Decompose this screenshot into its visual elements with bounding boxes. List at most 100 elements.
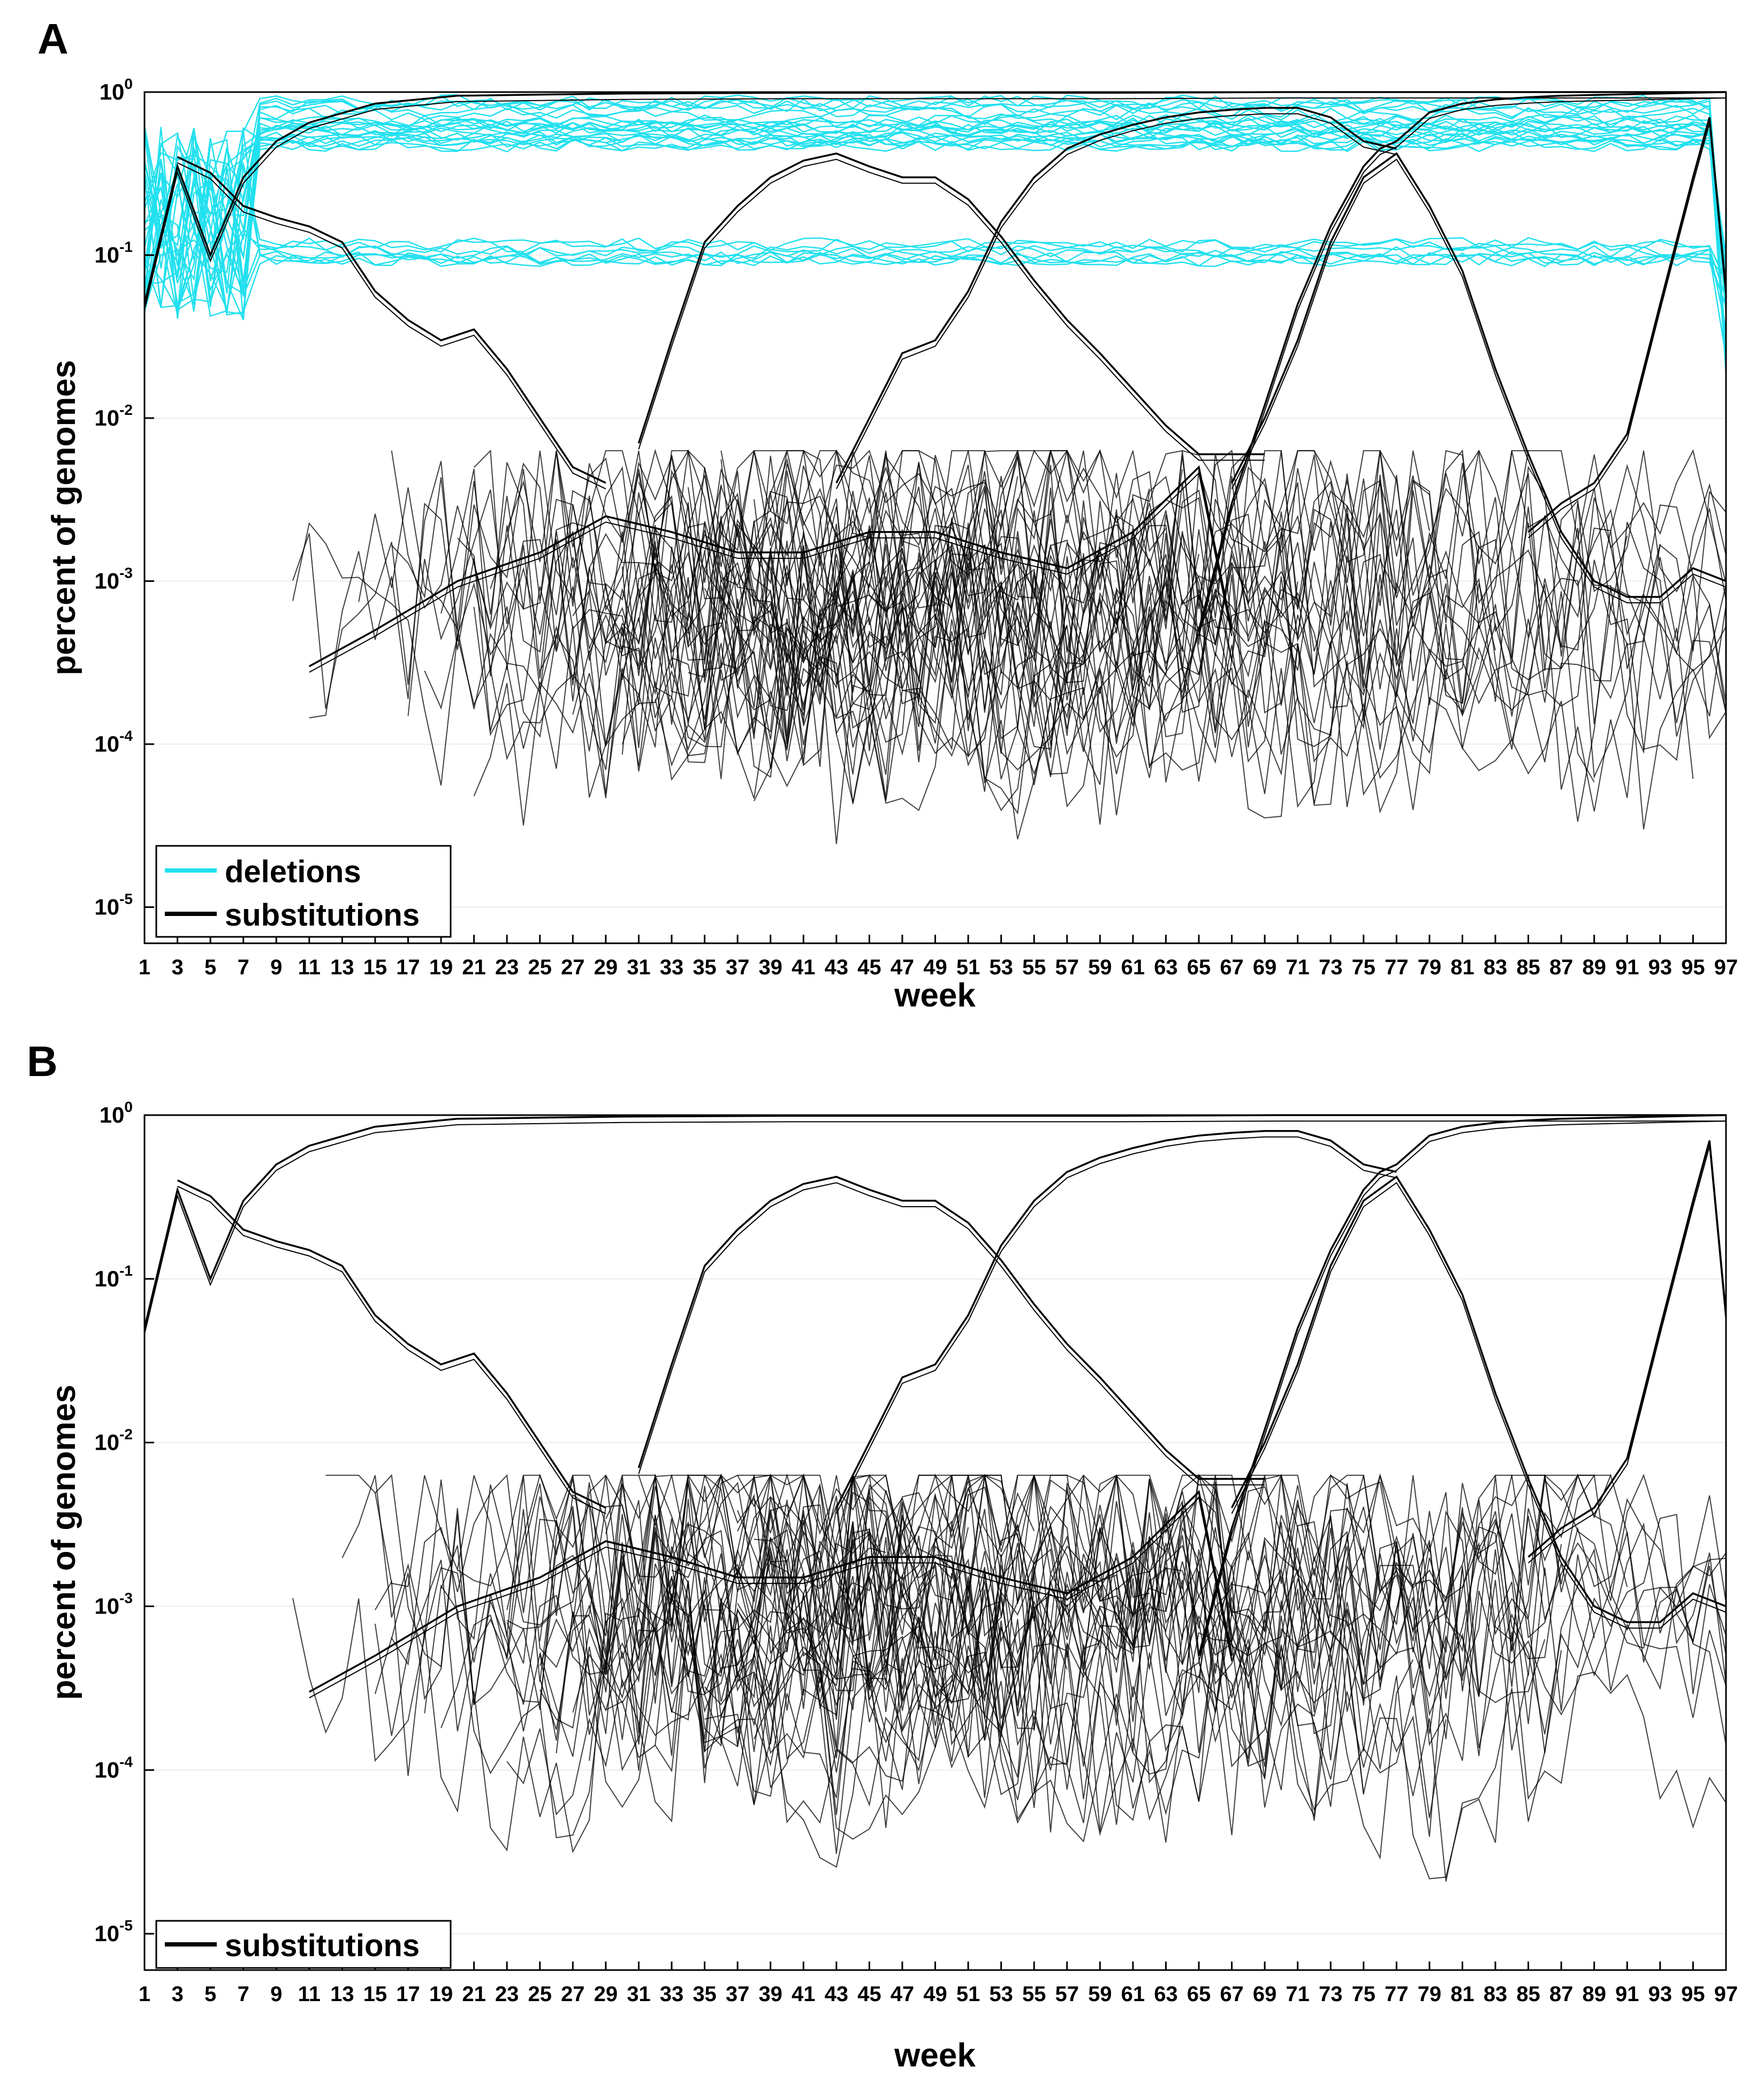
x-tick-label: 75 [1352, 956, 1376, 979]
noise-layer [292, 1473, 1727, 1882]
x-tick-label: 25 [528, 1982, 552, 2006]
substitution-trace-faint [605, 524, 1727, 779]
substitution-trace-faint [589, 1589, 1414, 1868]
x-tick-label: 69 [1253, 1982, 1277, 2006]
x-tick-label: 75 [1352, 1982, 1376, 2006]
substitution-trace-faint [391, 450, 1628, 678]
substitution-series-line [1198, 1114, 1727, 1656]
x-tick-label: 23 [495, 956, 519, 979]
y-tick-layer: 100 10-1 10-2 10-3 10-4 10-5 [94, 1099, 154, 1946]
legend-label-deletions: deletions [225, 854, 361, 889]
x-tick-label: 19 [429, 1982, 453, 2006]
x-tick-label: 23 [495, 1982, 519, 2006]
x-tick-label: 5 [204, 1982, 216, 2006]
x-tick-label: 65 [1187, 956, 1211, 979]
substitution-trace-faint [506, 1482, 1001, 1753]
y-tick-label: 10-1 [94, 1262, 133, 1291]
x-axis-label: week [894, 977, 976, 1014]
x-tick-label: 3 [171, 1982, 183, 2006]
substitution-series-line [144, 1120, 1726, 1335]
x-tick-label: 51 [956, 1982, 980, 2006]
x-tick-label: 91 [1615, 1982, 1639, 2006]
x-tick-label: 21 [462, 1982, 486, 2006]
x-tick-label: 95 [1681, 956, 1705, 979]
substitution-series-line [177, 162, 606, 490]
x-tick-label: 27 [561, 956, 585, 979]
substitution-series-line [1527, 1140, 1727, 1558]
substitution-series-line [1231, 1182, 1727, 1629]
substitution-trace-faint [539, 1532, 1364, 1805]
x-tick-label: 49 [923, 1982, 947, 2006]
x-tick-label: 29 [594, 1982, 618, 2006]
x-tick-label: 65 [1187, 1982, 1211, 2006]
y-tick-label: 10-3 [94, 564, 133, 593]
substitution-trace-faint [704, 466, 1727, 737]
substitution-trace-faint [309, 498, 1298, 785]
panel-label: B [27, 1038, 58, 1085]
deletion-band-layer [143, 94, 1727, 373]
legend-box [155, 1920, 452, 1969]
x-tick-label: 37 [726, 1982, 750, 2006]
x-tick-label: 47 [891, 1982, 915, 2006]
x-tick-label: 57 [1055, 1982, 1079, 2006]
x-tick-label: 85 [1516, 956, 1540, 979]
x-tick-label: 91 [1615, 956, 1639, 979]
substitution-series-line [177, 156, 606, 484]
deletion-trace [143, 94, 1727, 312]
substitution-trace-faint [572, 1473, 1546, 1752]
x-tick-label: 57 [1055, 956, 1079, 979]
x-tick-label: 17 [396, 1982, 420, 2006]
deletion-trace [143, 145, 1727, 314]
x-tick-label: 19 [429, 956, 453, 979]
x-tick-label: 81 [1450, 956, 1474, 979]
x-tick-label: 35 [693, 1982, 717, 2006]
y-tick-label: 10-1 [94, 238, 133, 267]
y-tick-label: 10-4 [94, 1753, 133, 1782]
substitution-trace-faint [556, 450, 1727, 690]
deletion-trace [143, 232, 1727, 311]
x-tick-label: 83 [1484, 956, 1508, 979]
substitution-trace-faint [424, 591, 1595, 844]
substitution-series-line [1198, 91, 1727, 631]
x-tick-label: 25 [528, 956, 552, 979]
x-tick-label: 35 [693, 956, 717, 979]
x-tick-label: 7 [238, 1982, 249, 2006]
substitution-series-line [308, 1490, 1233, 1693]
deletion-trace [143, 124, 1727, 271]
substitution-series-line [177, 1179, 606, 1509]
x-tick-label: 5 [204, 956, 216, 979]
substitution-series-line [1231, 158, 1727, 603]
legend-box [155, 845, 452, 938]
substitution-series-line [637, 1176, 1265, 1480]
substitution-trace-faint [325, 1473, 1035, 1668]
substitution-trace-faint [572, 574, 1727, 822]
substitution-trace-faint [341, 1473, 936, 1716]
y-axis-label: percent of genomes [45, 1384, 82, 1700]
x-tick-label: 13 [330, 956, 354, 979]
substitution-trace-faint [737, 1473, 1727, 1692]
panel-label: A [37, 15, 69, 63]
substitution-trace-faint [506, 1473, 1628, 1710]
x-tick-label: 41 [792, 1982, 816, 2006]
substitution-series-line [835, 1130, 1397, 1509]
substitution-trace-faint [671, 1475, 1546, 1746]
x-tick-label: 61 [1121, 956, 1145, 979]
substitution-series-line [1527, 117, 1727, 533]
x-tick-label: 37 [726, 956, 750, 979]
substitution-series-line [1198, 1120, 1727, 1662]
x-tick-label: 13 [330, 1982, 354, 2006]
x-tick-label: 51 [956, 956, 980, 979]
x-tick-layer: 1 3 5 7 9 11 13 15 17 19 21 23 25 27 29 31 33 35 37 39 41 43 4… [139, 1962, 1738, 2006]
substitution-series-line [177, 1185, 606, 1514]
x-tick-label: 95 [1681, 1982, 1705, 2006]
legend: substitutions [155, 1920, 452, 1969]
x-tick-label: 9 [270, 1982, 282, 2006]
x-tick-label: 67 [1220, 1982, 1244, 2006]
substitution-series-line [637, 152, 1265, 456]
substitution-series-line [835, 1136, 1397, 1514]
x-tick-label: 15 [363, 1982, 387, 2006]
substitution-series-line [309, 1496, 1233, 1699]
x-tick-label: 55 [1022, 956, 1046, 979]
x-tick-label: 27 [561, 1982, 585, 2006]
